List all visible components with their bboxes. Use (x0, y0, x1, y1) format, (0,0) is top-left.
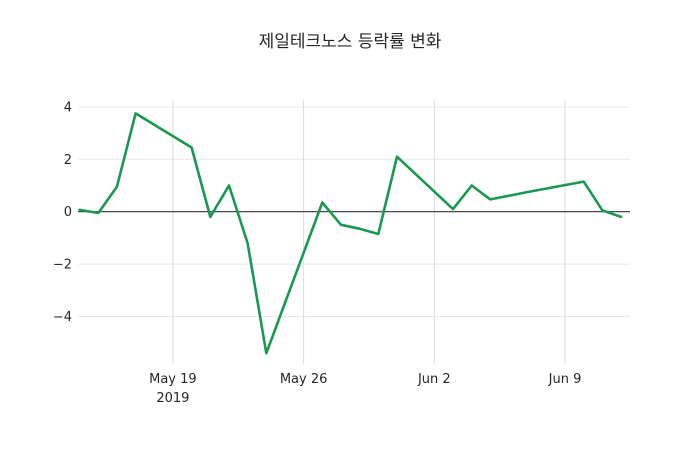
x-tick-label: May 19 (149, 372, 197, 387)
y-tick-label: −2 (53, 258, 72, 273)
x-tick-label: Jun 2 (417, 372, 451, 387)
chart-title: 제일테크노스 등락률 변화 (258, 32, 442, 52)
series-line (78, 112, 623, 355)
y-tick-label: −4 (53, 310, 72, 325)
x-tick-label: Jun 9 (548, 372, 582, 387)
y-tick-label: 4 (64, 100, 72, 115)
y-tick-label: 2 (64, 153, 72, 168)
x-tick-label: May 26 (280, 372, 328, 387)
x-tick-sublabel: 2019 (156, 391, 189, 406)
y-tick-label: 0 (64, 205, 72, 220)
